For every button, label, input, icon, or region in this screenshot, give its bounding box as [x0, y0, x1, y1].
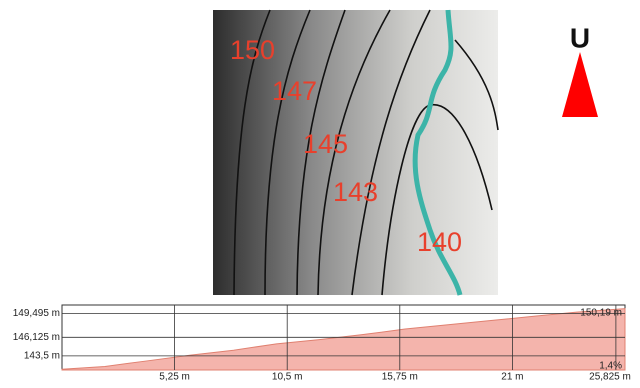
north-arrow: U [562, 22, 598, 117]
contour-label: 150 [230, 35, 275, 65]
north-label: U [570, 22, 590, 53]
x-tick-label: 15,75 m [382, 372, 418, 383]
page: 150 147 145 143 140 U 149,495 m 146,125 m… [0, 0, 640, 383]
end-label: 150,19 m [580, 308, 622, 319]
x-tick-label: 21 m [501, 372, 523, 383]
grade-label: 1,4% [599, 361, 622, 372]
contour-label: 143 [333, 177, 378, 207]
y-tick-label: 143,5 m [24, 351, 60, 362]
contour-label: 147 [272, 76, 317, 106]
arrow [562, 52, 598, 117]
y-tick-label: 149,495 m [13, 308, 60, 319]
contour-label: 140 [417, 227, 462, 257]
elevation-profile: 149,495 m 146,125 m 143,5 m 5,25 m 10,5 m 15,… [13, 305, 631, 383]
x-tick-label: 5,25 m [159, 372, 190, 383]
x-tick-label: 10,5 m [272, 372, 303, 383]
y-tick-label: 146,125 m [13, 332, 60, 343]
x-tick-label: 25,825 m [589, 372, 631, 383]
contour-label: 145 [303, 129, 348, 159]
contour-map: 150 147 145 143 140 [213, 10, 498, 295]
